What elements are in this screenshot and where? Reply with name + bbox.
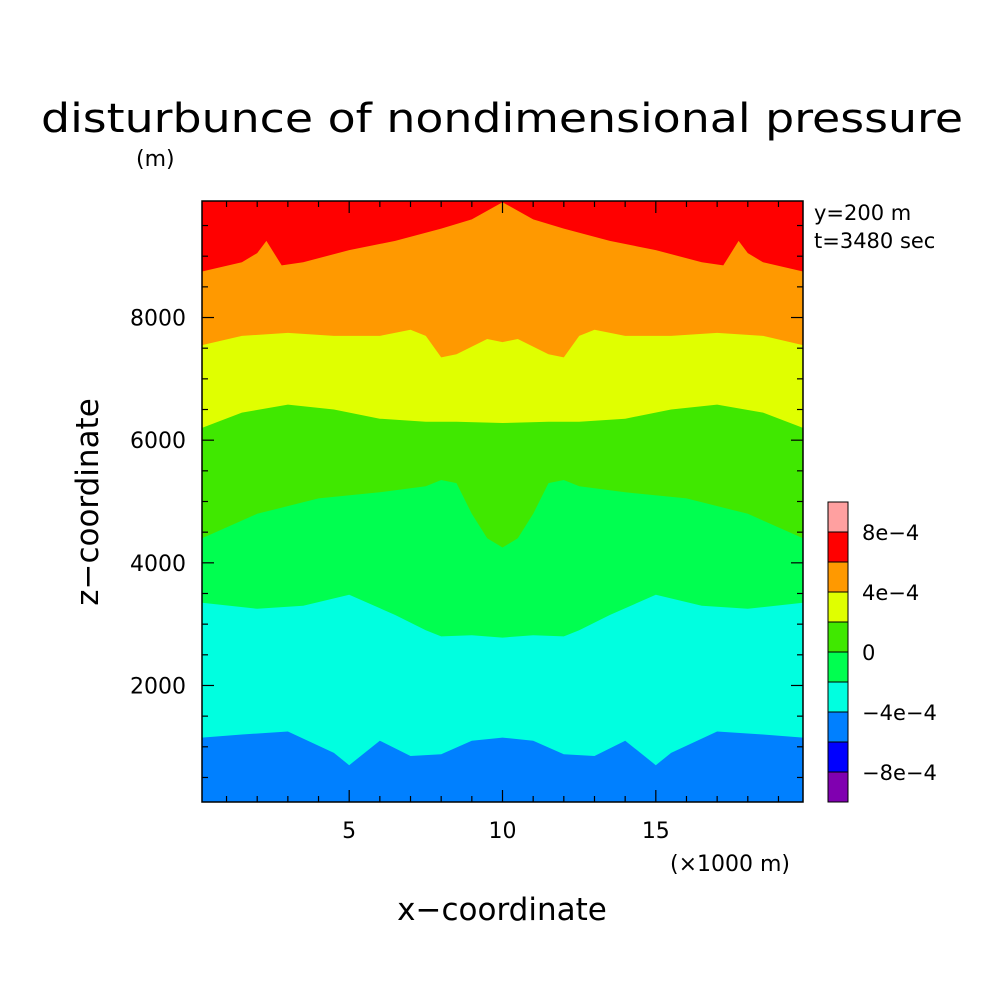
chart-title: disturbunce of nondimensional pressure (41, 96, 963, 142)
colorbar-segment (827, 681, 849, 713)
colorbar-tick-label: 4e−4 (862, 581, 919, 605)
y-tick-label: 2000 (130, 674, 186, 699)
colorbar-tick-label: 0 (862, 641, 875, 665)
colorbar-segment (827, 501, 849, 533)
annotation-t: t=3480 sec (814, 229, 935, 253)
x-unit-label: (×1000 m) (670, 852, 790, 877)
colorbar-segment (827, 591, 849, 623)
x-tick-label: 15 (642, 819, 670, 844)
colorbar (827, 501, 849, 803)
colorbar-segment (827, 621, 849, 653)
annotation-y: y=200 m (814, 201, 911, 225)
x-axis-label: x−coordinate (397, 892, 607, 928)
colorbar-segment (827, 531, 849, 563)
colorbar-segment (827, 561, 849, 593)
y-tick-label: 6000 (130, 429, 186, 454)
contour-band-1 (202, 594, 803, 802)
x-tick-label: 5 (342, 819, 356, 844)
axis-tick-labels: 5 10 15 2000 4000 6000 8000 (130, 307, 670, 844)
axis-ticks (202, 201, 803, 802)
colorbar-tick-label: 8e−4 (862, 521, 919, 545)
colorbar-labels: −8e−4 −4e−4 0 4e−4 8e−4 (862, 521, 937, 785)
colorbar-tick-label: −4e−4 (862, 701, 937, 725)
y-tick-label: 8000 (130, 307, 186, 332)
x-tick-label: 10 (489, 819, 517, 844)
colorbar-segment (827, 651, 849, 683)
colorbar-segment (827, 771, 849, 803)
y-axis-label: z−coordinate (70, 398, 106, 606)
contour-fills (202, 201, 803, 802)
colorbar-tick-label: −8e−4 (862, 761, 937, 785)
contour-band-0 (202, 731, 803, 802)
colorbar-segment (827, 711, 849, 743)
chart-units: (m) (136, 147, 175, 172)
colorbar-segment (827, 741, 849, 773)
y-tick-label: 4000 (130, 552, 186, 577)
